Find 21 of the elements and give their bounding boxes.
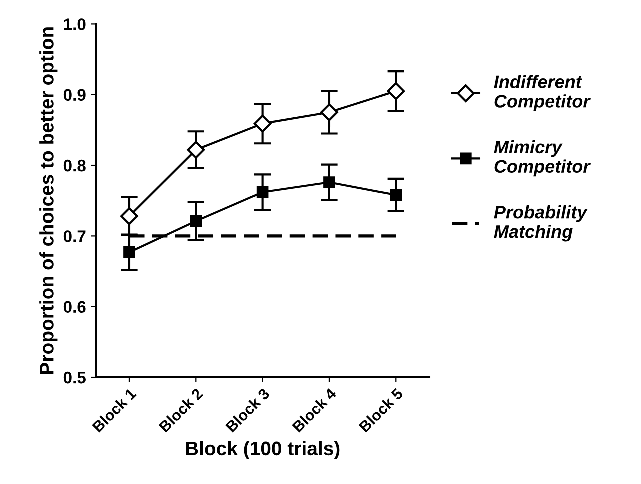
y-tick-label: 0.7	[64, 230, 86, 242]
point	[256, 186, 269, 198]
legend-label: Probability Matching	[494, 205, 588, 242]
point	[387, 82, 406, 100]
point	[254, 114, 272, 133]
point	[390, 189, 402, 202]
y-tick-label: 0.5	[64, 372, 86, 384]
y-tick-label: 0.9	[64, 89, 86, 102]
x-axis-title: Block (100 trials)	[186, 441, 340, 460]
point	[124, 246, 136, 258]
point	[190, 215, 202, 228]
y-tick-label: 0.6	[64, 301, 86, 314]
point	[187, 141, 206, 159]
point	[120, 208, 138, 226]
legend-label: Indifferent Competitor	[494, 75, 592, 112]
point	[324, 176, 336, 188]
y-tick-label: 0.8	[64, 160, 86, 172]
y-axis-title: Proportion of choices to better option	[40, 28, 58, 374]
legend-label: Mimicry Competitor	[494, 140, 592, 177]
point	[320, 104, 338, 122]
y-tick-label: 1.0	[64, 18, 86, 30]
